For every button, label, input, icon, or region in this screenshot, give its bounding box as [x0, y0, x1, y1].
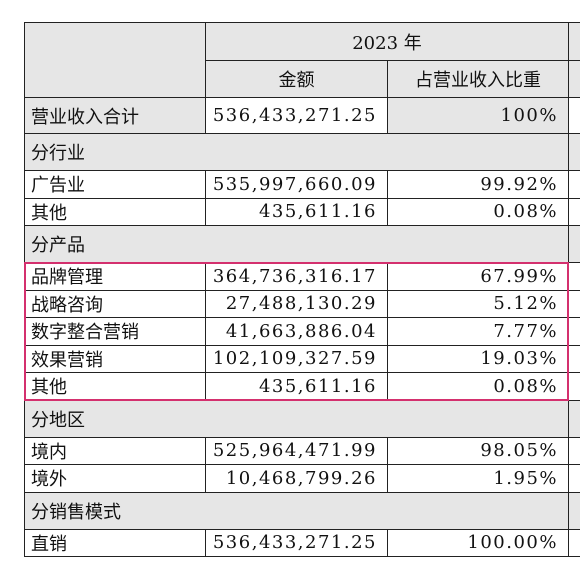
row-label: 品牌管理: [24, 262, 206, 291]
extra-cell: [568, 464, 580, 493]
share-cell: 19.03%: [387, 344, 569, 373]
extra-cell: [568, 491, 580, 530]
row-label: 境外: [24, 464, 206, 493]
amount-cell: 10,468,799.26: [205, 464, 388, 493]
amount-cell: 27,488,130.29: [205, 289, 388, 318]
share-cell: 99.92%: [387, 170, 569, 199]
amount-cell: 535,997,660.09: [205, 170, 388, 199]
amount-cell: 435,611.16: [205, 197, 388, 226]
row-label: 数字整合营销: [24, 317, 206, 346]
amount-cell: 536,433,271.25: [205, 97, 388, 134]
header-column: 占营业收入比重: [387, 60, 569, 98]
row-label: 战略咨询: [24, 289, 206, 318]
section-row: 分销售模式: [24, 491, 569, 530]
header-corner: [24, 22, 206, 98]
share-cell: 98.05%: [387, 436, 569, 465]
amount-cell: 435,611.16: [205, 372, 388, 401]
share-cell: 5.12%: [387, 289, 569, 318]
row-label: 营业收入合计: [24, 97, 206, 134]
extra-cell: [568, 289, 580, 318]
extra-cell: [568, 133, 580, 171]
share-cell: 1.95%: [387, 464, 569, 493]
extra-cell: [568, 436, 580, 465]
share-cell: 0.08%: [387, 197, 569, 226]
amount-cell: 364,736,316.17: [205, 262, 388, 291]
header-year: 2023 年: [205, 22, 569, 61]
extra-cell: [568, 262, 580, 291]
extra-cell: [568, 399, 580, 438]
extra-cell: [568, 197, 580, 226]
extra-cell: [568, 372, 580, 401]
amount-cell: 102,109,327.59: [205, 344, 388, 373]
row-label: 直销: [24, 528, 206, 557]
extra-cell: [568, 528, 580, 557]
row-label: 境内: [24, 436, 206, 465]
section-row: 分地区: [24, 399, 569, 438]
share-cell: 7.77%: [387, 317, 569, 346]
header-extra: [568, 22, 580, 61]
extra-cell: [568, 225, 580, 263]
extra-cell: [568, 344, 580, 373]
section-row: 分产品: [24, 225, 569, 263]
share-cell: 0.08%: [387, 372, 569, 401]
share-cell: 67.99%: [387, 262, 569, 291]
header-column: 金额: [205, 60, 388, 98]
row-label: 广告业: [24, 170, 206, 199]
amount-cell: 41,663,886.04: [205, 317, 388, 346]
row-label: 其他: [24, 372, 206, 401]
row-label: 效果营销: [24, 344, 206, 373]
header-extra: [568, 60, 580, 98]
extra-cell: [568, 170, 580, 199]
row-label: 其他: [24, 197, 206, 226]
extra-cell: [568, 97, 580, 134]
share-cell: 100.00%: [387, 528, 569, 557]
share-cell: 100%: [387, 97, 569, 134]
amount-cell: 536,433,271.25: [205, 528, 388, 557]
section-row: 分行业: [24, 133, 569, 171]
amount-cell: 525,964,471.99: [205, 436, 388, 465]
extra-cell: [568, 317, 580, 346]
